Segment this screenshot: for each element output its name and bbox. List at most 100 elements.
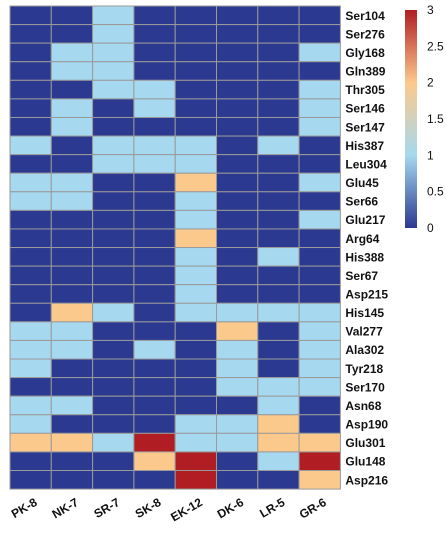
row-label: His387 <box>345 139 384 153</box>
heatmap-cell-Asp215-NK-7 <box>50 284 94 304</box>
heatmap-cell-His387-NK-7 <box>50 135 94 156</box>
heatmap-cell-Asn68-LR-5 <box>257 395 300 416</box>
heatmap-cell-Val277-DK-6 <box>216 321 259 341</box>
row-label: Glu45 <box>345 176 379 190</box>
heatmap-cell-Ser67-SK-8 <box>133 265 176 286</box>
heatmap-cell-Asp216-DK-6 <box>216 470 259 490</box>
heatmap-cell-Gly168-NK-7 <box>50 42 94 63</box>
heatmap-cell-His388-DK-6 <box>216 247 259 267</box>
heatmap-cell-His387-EK-12 <box>174 135 217 156</box>
heatmap-cell-Glu45-GR-6 <box>298 172 341 193</box>
heatmap-cell-Ser147-GR-6 <box>298 116 341 137</box>
heatmap-cell-Ser67-DK-6 <box>216 265 259 286</box>
heatmap-cell-Glu301-SR-7 <box>92 432 135 453</box>
heatmap-cell-His387-PK-8 <box>9 135 52 156</box>
heatmap-cell-Gln389-GR-6 <box>298 61 341 81</box>
heatmap-cell-Ser170-GR-6 <box>298 377 341 397</box>
heatmap-cell-Ser66-LR-5 <box>257 191 300 211</box>
heatmap-cell-Ser67-SR-7 <box>92 265 135 286</box>
heatmap-cell-Ser147-EK-12 <box>174 116 217 137</box>
heatmap-cell-Tyr218-DK-6 <box>216 358 259 379</box>
heatmap-cell-Ala302-PK-8 <box>9 339 52 360</box>
row-label: Ser66 <box>345 195 378 209</box>
heatmap-cell-Leu304-SR-7 <box>92 154 135 174</box>
heatmap-cell-Val277-SK-8 <box>133 321 176 341</box>
heatmap-cell-Ser170-SK-8 <box>133 377 176 397</box>
row-label: His388 <box>345 250 384 264</box>
heatmap-cell-Arg64-GR-6 <box>298 228 341 249</box>
heatmap-cell-Arg64-SK-8 <box>133 228 176 249</box>
heatmap-cell-Glu217-SR-7 <box>92 209 135 230</box>
row-label: Ser104 <box>345 9 385 23</box>
heatmap-cell-Asp216-GR-6 <box>298 470 341 490</box>
heatmap-cell-Val277-NK-7 <box>50 321 94 341</box>
heatmap-cell-Gly168-SK-8 <box>133 42 176 63</box>
heatmap-cell-Glu217-EK-12 <box>174 209 217 230</box>
heatmap-cell-Ala302-DK-6 <box>216 339 259 360</box>
heatmap-cell-Ser66-NK-7 <box>50 191 94 211</box>
heatmap-cell-Asn68-GR-6 <box>298 395 341 416</box>
row-label: His145 <box>345 306 384 320</box>
heatmap-cell-Asn68-SR-7 <box>92 395 135 416</box>
heatmap-cell-Glu217-GR-6 <box>298 209 341 230</box>
colorbar-tick-label: 1.5 <box>427 112 444 126</box>
heatmap-cell-Ser67-LR-5 <box>257 265 300 286</box>
heatmap-cell-Leu304-EK-12 <box>174 154 217 174</box>
heatmap-cell-His388-PK-8 <box>9 247 52 267</box>
heatmap-cell-Gly168-SR-7 <box>92 42 135 63</box>
heatmap-cell-Glu45-LR-5 <box>257 172 300 193</box>
heatmap-cell-Thr305-SK-8 <box>133 79 176 100</box>
heatmap-cells <box>9 5 341 490</box>
heatmap-cell-Ser147-SR-7 <box>92 116 135 137</box>
heatmap-cell-Ser67-NK-7 <box>50 265 94 286</box>
heatmap-cell-Gly168-PK-8 <box>9 42 52 63</box>
heatmap-cell-Ser276-GR-6 <box>298 24 341 44</box>
heatmap-cell-Leu304-LR-5 <box>257 154 300 174</box>
heatmap-cell-Glu45-SR-7 <box>92 172 135 193</box>
row-label: Asp215 <box>345 287 388 301</box>
heatmap-cell-Arg64-DK-6 <box>216 228 259 249</box>
colorbar-tick-label: 3 <box>427 3 434 17</box>
heatmap-cell-Asp215-SR-7 <box>92 284 135 304</box>
heatmap-cell-His387-SK-8 <box>133 135 176 156</box>
heatmap-cell-Asp216-SK-8 <box>133 470 176 490</box>
heatmap-cell-His387-DK-6 <box>216 135 259 156</box>
colorbar-tick-label: 2 <box>427 76 434 90</box>
heatmap-cell-Glu148-GR-6 <box>298 451 341 472</box>
heatmap-cell-Asn68-PK-8 <box>9 395 52 416</box>
heatmap-cell-Leu304-SK-8 <box>133 154 176 174</box>
heatmap-cell-Arg64-PK-8 <box>9 228 52 249</box>
heatmap-cell-Ala302-SR-7 <box>92 339 135 360</box>
row-label: Val277 <box>345 325 383 339</box>
column-label: EK-12 <box>168 495 205 524</box>
heatmap-cell-Thr305-GR-6 <box>298 79 341 100</box>
heatmap-cell-Gln389-NK-7 <box>50 61 94 81</box>
heatmap-cell-Ser276-DK-6 <box>216 24 259 44</box>
heatmap-cell-Ser66-SK-8 <box>133 191 176 211</box>
heatmap-cell-Glu217-DK-6 <box>216 209 259 230</box>
row-label: Asp190 <box>345 418 388 432</box>
heatmap-cell-Glu148-SK-8 <box>133 451 176 472</box>
heatmap-cell-Asp215-LR-5 <box>257 284 300 304</box>
heatmap-cell-Asp215-EK-12 <box>174 284 217 304</box>
heatmap-cell-Asp216-NK-7 <box>50 470 94 490</box>
heatmap-cell-His388-NK-7 <box>50 247 94 267</box>
column-label: SK-8 <box>133 495 164 521</box>
heatmap-cell-Tyr218-GR-6 <box>298 358 341 379</box>
heatmap-cell-Leu304-DK-6 <box>216 154 259 174</box>
heatmap-cell-His145-PK-8 <box>9 302 52 323</box>
heatmap-cell-Asp215-DK-6 <box>216 284 259 304</box>
heatmap-cell-Thr305-EK-12 <box>174 79 217 100</box>
heatmap-cell-Arg64-NK-7 <box>50 228 94 249</box>
column-label: PK-8 <box>9 495 40 521</box>
heatmap-cell-Asp215-SK-8 <box>133 284 176 304</box>
heatmap-cell-Asp215-PK-8 <box>9 284 52 304</box>
heatmap-cell-Asp216-SR-7 <box>92 470 135 490</box>
heatmap-cell-Ser146-SR-7 <box>92 98 135 118</box>
heatmap-cell-Asp190-SR-7 <box>92 414 135 434</box>
heatmap-cell-Glu45-DK-6 <box>216 172 259 193</box>
heatmap-cell-Gly168-LR-5 <box>257 42 300 63</box>
heatmap-cell-His388-SK-8 <box>133 247 176 267</box>
row-label: Asn68 <box>345 399 381 413</box>
heatmap-cell-Thr305-NK-7 <box>50 79 94 100</box>
